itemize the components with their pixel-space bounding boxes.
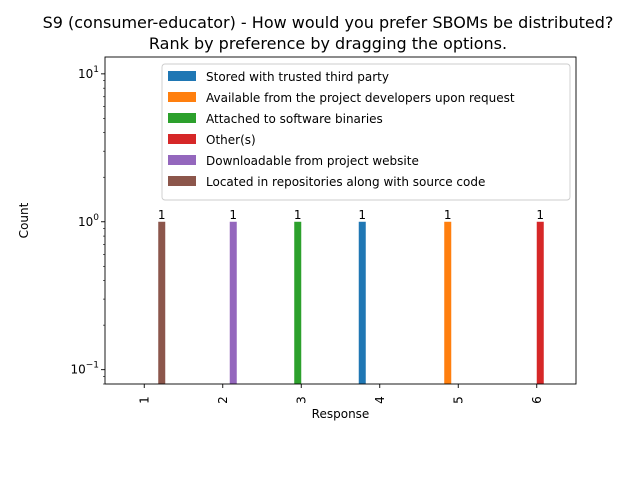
chart-title-line: Rank by preference by dragging the optio…: [149, 34, 507, 53]
x-axis-label: Response: [312, 407, 370, 421]
legend-swatch: [168, 92, 196, 102]
legend-label: Downloadable from project website: [206, 154, 419, 168]
plot-frame: [104, 56, 577, 385]
data-label: 1: [229, 208, 237, 222]
data-label: 1: [536, 208, 544, 222]
legend-frame: [161, 63, 571, 201]
x-tick-label: 1: [137, 396, 151, 404]
chart-title: S9 (consumer-educator) - How would you p…: [43, 13, 614, 53]
y-axis-ticks: 10−1 100 101: [70, 65, 105, 385]
y-tick-label: 101: [78, 65, 99, 81]
x-tick-label: 5: [451, 396, 465, 404]
y-tick-label: 10−1: [70, 361, 99, 377]
data-label: 1: [358, 208, 366, 222]
legend-swatch: [168, 155, 196, 165]
chart-title-line: S9 (consumer-educator) - How would you p…: [43, 13, 614, 32]
bar: [158, 221, 166, 384]
legend-label: Available from the project developers up…: [206, 91, 515, 105]
bar: [536, 221, 544, 384]
bar: [229, 221, 237, 384]
legend-swatch: [168, 113, 196, 123]
x-tick-label: 2: [216, 396, 230, 404]
data-label: 1: [444, 208, 452, 222]
x-tick-label: 6: [530, 396, 544, 404]
bar: [358, 221, 366, 384]
legend-swatch: [168, 176, 196, 186]
legend-label: Other(s): [206, 133, 256, 147]
bar: [444, 221, 452, 384]
data-label: 1: [158, 208, 166, 222]
legend-label: Stored with trusted third party: [206, 70, 389, 84]
bars: [158, 221, 544, 384]
y-tick-label: 100: [78, 213, 99, 229]
legend-label: Attached to software binaries: [206, 112, 383, 126]
legend: Stored with trusted third party Available…: [161, 63, 571, 201]
x-tick-label: 4: [373, 396, 387, 404]
bar: [294, 221, 302, 384]
legend-swatch: [168, 71, 196, 81]
legend-swatch: [168, 134, 196, 144]
data-label: 1: [294, 208, 302, 222]
data-labels: 1 1 1 1 1 1: [158, 208, 544, 222]
legend-label: Located in repositories along with sourc…: [206, 175, 485, 189]
y-axis-label: Count: [17, 202, 31, 238]
x-axis-ticks: 1 2 3 4 5 6: [137, 384, 544, 404]
x-tick-label: 3: [294, 396, 308, 404]
